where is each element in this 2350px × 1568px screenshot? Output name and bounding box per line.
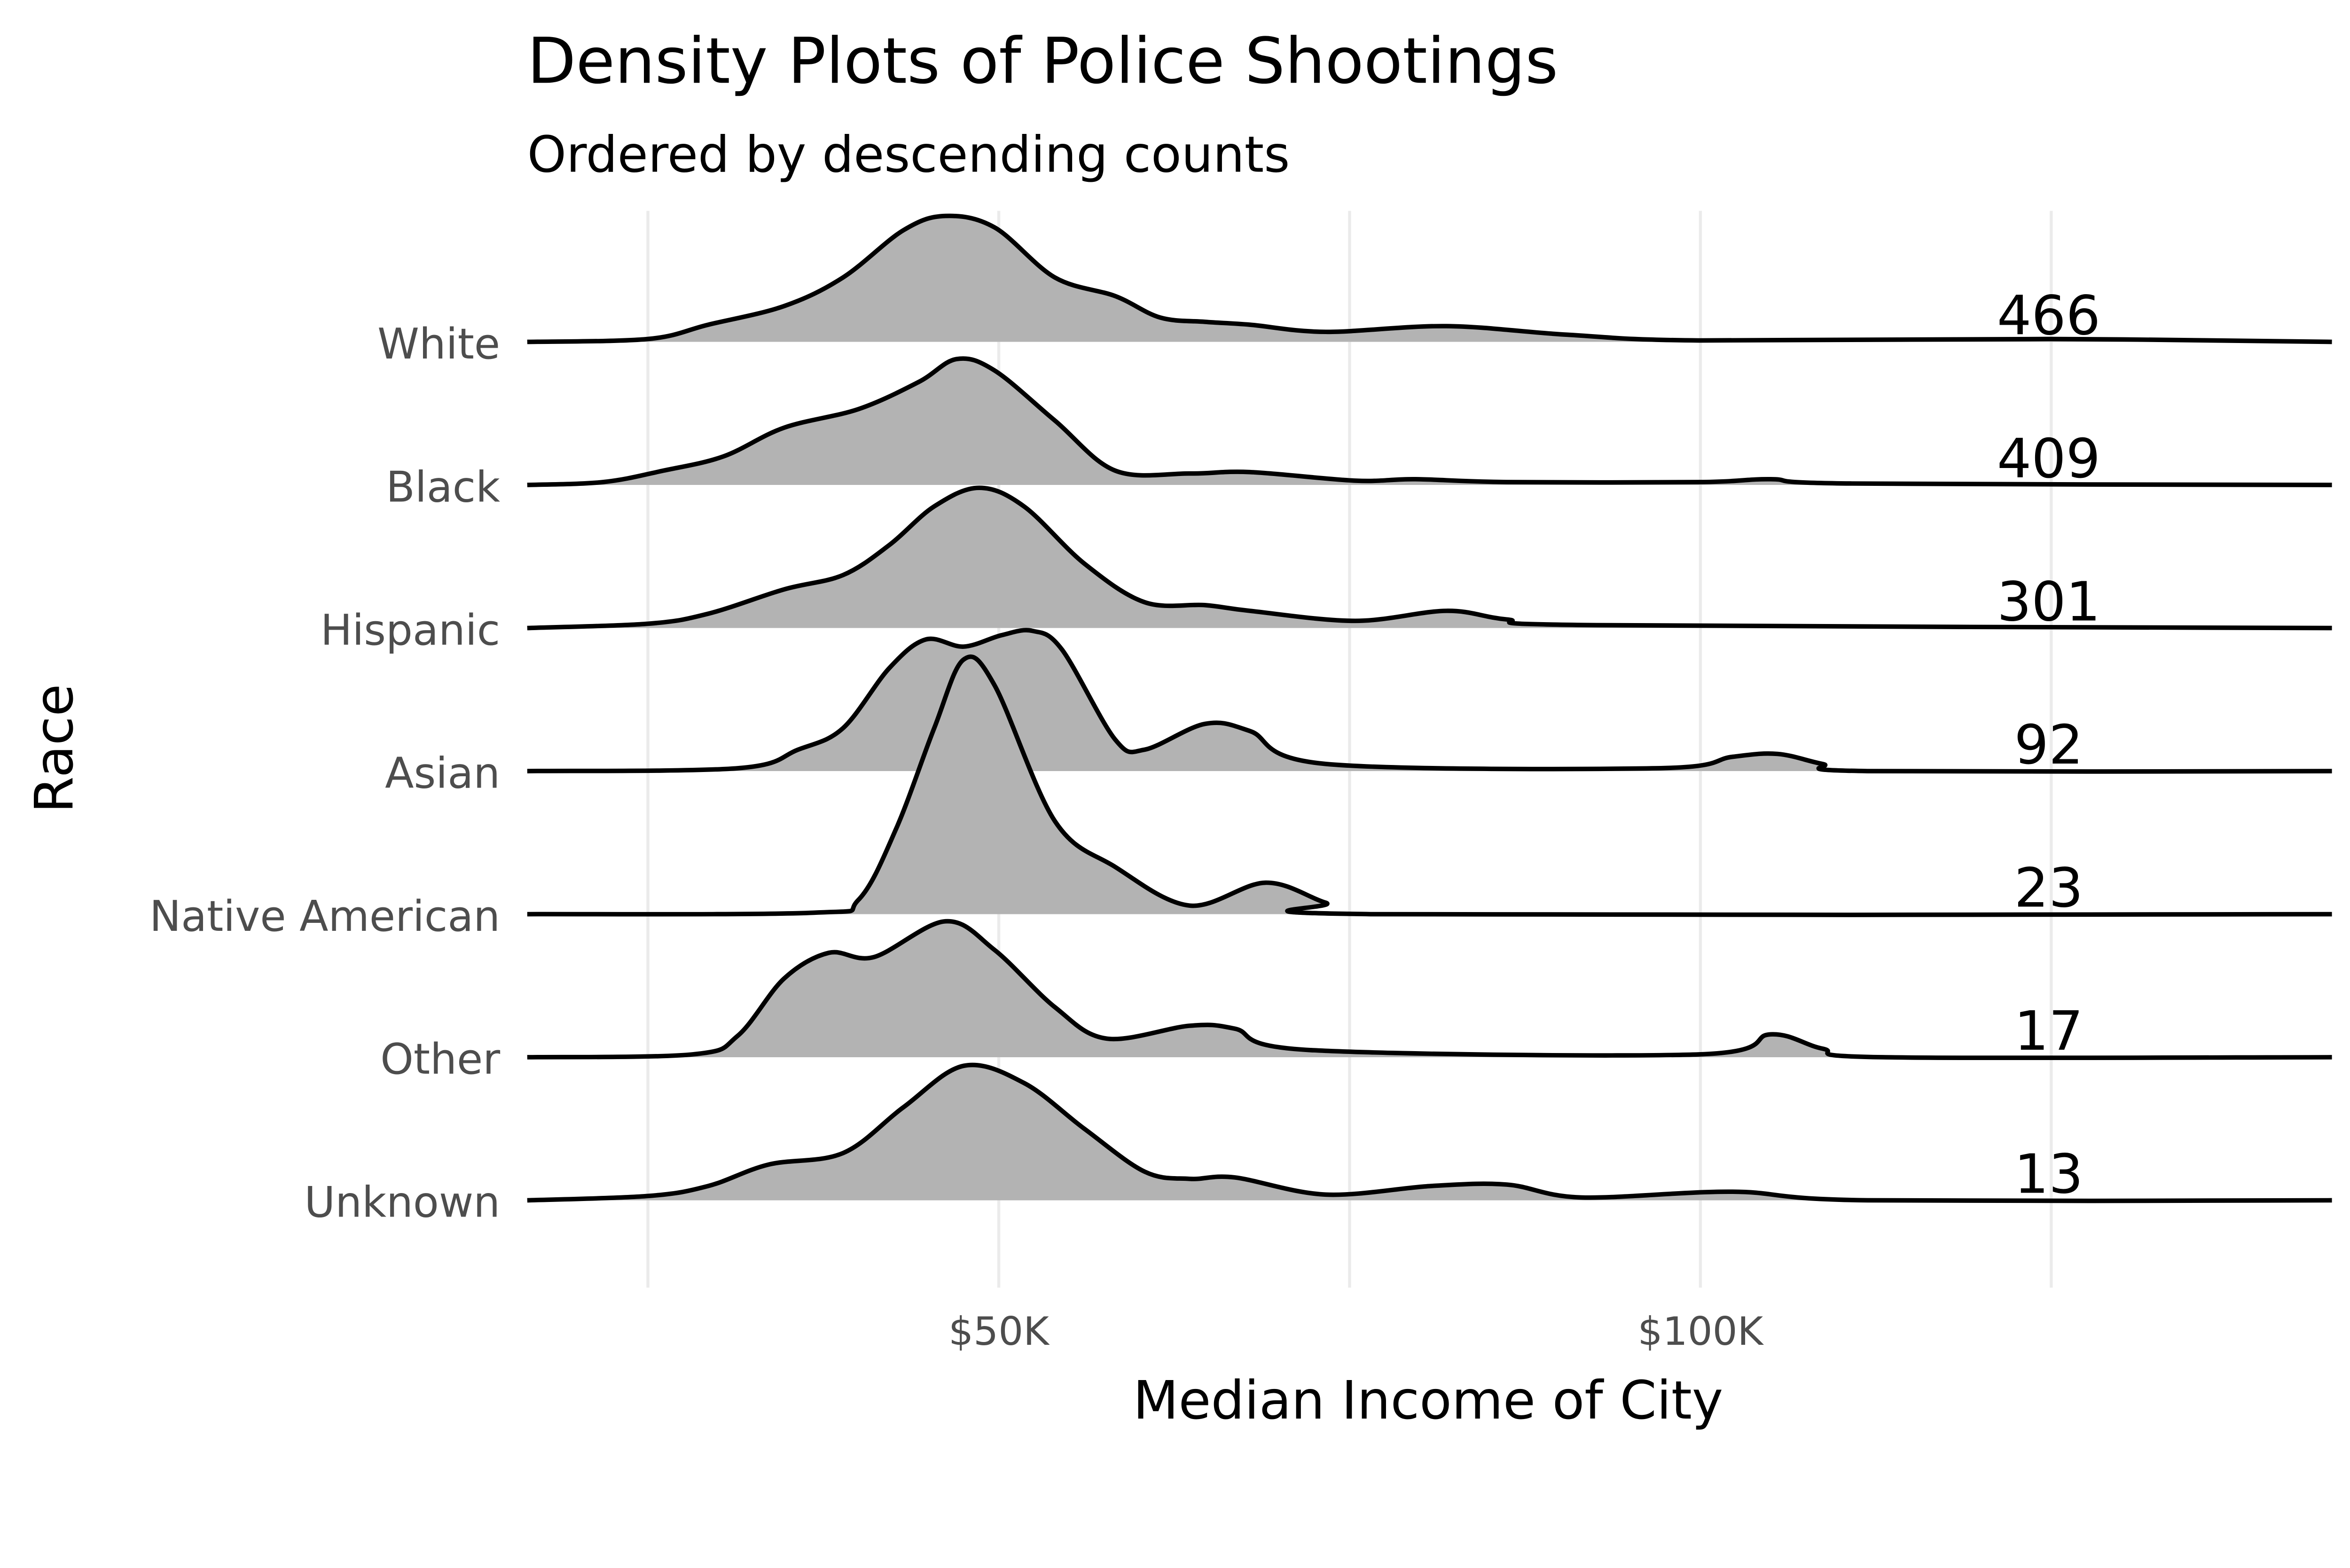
ridge-black: 409: [527, 356, 2332, 491]
density-line: [527, 628, 2332, 774]
y-tick-label: Hispanic: [321, 606, 500, 655]
y-tick-label: Asian: [385, 749, 500, 798]
density-fill: [527, 488, 2332, 628]
y-tick-label: Native American: [149, 892, 500, 941]
count-label: 301: [1997, 571, 2100, 634]
density-fill: [527, 656, 2332, 915]
count-label: 466: [1997, 285, 2100, 348]
count-label: 13: [2014, 1143, 2084, 1206]
density-line: [527, 919, 2332, 1061]
density-fill: [527, 358, 2332, 485]
ridge-white: 466: [527, 213, 2332, 348]
count-label: 409: [1997, 428, 2100, 491]
ridge-asian: 92: [527, 628, 2332, 777]
x-axis-title: Median Income of City: [1133, 1370, 1723, 1431]
density-line: [527, 485, 2332, 631]
ridge-hispanic: 301: [527, 485, 2332, 634]
y-tick-label: Unknown: [305, 1178, 501, 1227]
density-line: [527, 356, 2332, 487]
density-fill: [527, 1065, 2332, 1201]
x-tick-label: $50K: [948, 1309, 1050, 1354]
ridgeline-chart: Density Plots of Police Shootings Ordere…: [24, 24, 2332, 1431]
count-label: 92: [2014, 714, 2084, 777]
density-fill: [527, 216, 2332, 342]
ridge-unknown: 13: [527, 1062, 2332, 1206]
x-tick-label: $100K: [1638, 1309, 1764, 1354]
x-axis-ticks: $50K $100K: [948, 1309, 1764, 1354]
density-line: [527, 1062, 2332, 1203]
ridge-native-american: 23: [527, 654, 2332, 920]
count-label: 17: [2014, 1000, 2084, 1063]
chart-subtitle: Ordered by descending counts: [527, 125, 1290, 183]
density-line: [527, 213, 2332, 344]
ridge-other: 17: [527, 919, 2332, 1063]
y-tick-label: Other: [380, 1035, 500, 1084]
ridges: 466 409 301 92 23 17 13: [527, 213, 2332, 1206]
y-axis-labels: White Black Hispanic Asian Native American Ot…: [149, 320, 500, 1227]
y-tick-label: Black: [386, 463, 500, 512]
count-label: 23: [2014, 857, 2084, 920]
chart-title: Density Plots of Police Shootings: [527, 24, 1558, 98]
y-axis-title: Race: [24, 684, 85, 813]
y-tick-label: White: [377, 320, 500, 369]
density-fill: [527, 921, 2332, 1058]
density-line: [527, 654, 2332, 918]
